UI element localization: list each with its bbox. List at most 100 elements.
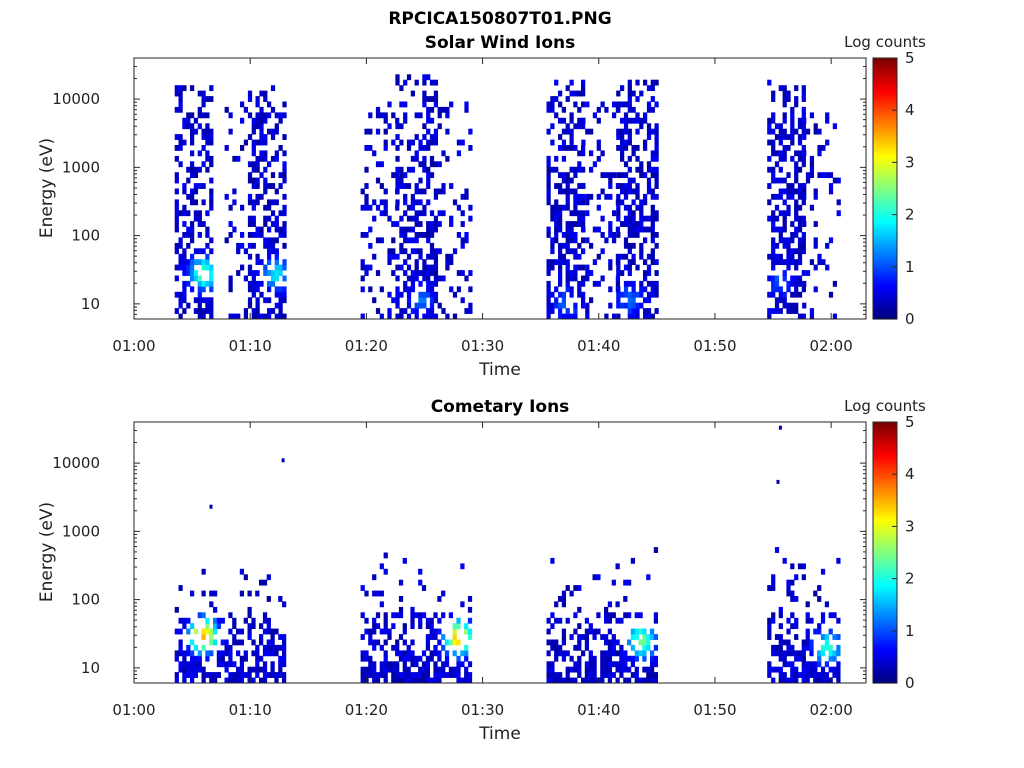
colorbar-swatch — [873, 591, 897, 595]
heatmap-cell — [631, 253, 636, 260]
colorbar-swatch — [873, 155, 897, 159]
heatmap-cell — [588, 650, 593, 657]
heatmap-cell — [824, 644, 830, 651]
heatmap-cell — [274, 644, 279, 651]
heatmap-cell — [802, 150, 807, 157]
heatmap-cell — [205, 210, 210, 217]
colorbar-title: Log counts — [844, 397, 926, 415]
heatmap-cell — [577, 666, 582, 673]
heatmap-cell — [247, 264, 253, 271]
heatmap-cell — [654, 134, 659, 140]
heatmap-cell — [620, 117, 625, 124]
heatmap-cell — [251, 666, 256, 673]
heatmap-cell — [642, 644, 647, 651]
heatmap-cell — [372, 617, 377, 624]
heatmap-cell — [251, 623, 256, 630]
heatmap-cell — [654, 215, 659, 222]
heatmap-cell — [790, 563, 795, 570]
colorbar-swatch — [873, 218, 897, 222]
colorbar-swatch — [873, 81, 897, 85]
heatmap-cell — [561, 128, 567, 135]
y-tick-label: 1000 — [62, 522, 100, 540]
heatmap-cell — [790, 666, 795, 673]
heatmap-cell — [627, 221, 632, 227]
heatmap-cell — [786, 253, 791, 260]
heatmap-cell — [433, 139, 439, 146]
heatmap-cell — [426, 286, 431, 293]
heatmap-cell — [565, 650, 570, 657]
heatmap-cell — [449, 259, 454, 266]
heatmap-cell — [627, 90, 632, 97]
heatmap-cell — [452, 672, 457, 678]
heatmap-cell — [550, 166, 555, 173]
heatmap-cell — [360, 313, 365, 320]
heatmap-cell — [224, 666, 229, 673]
heatmap-cell — [554, 639, 559, 646]
heatmap-cell — [456, 677, 461, 684]
heatmap-cell — [193, 183, 199, 189]
colorbar-swatch — [873, 489, 897, 493]
heatmap-cell — [774, 253, 780, 260]
heatmap-cell — [387, 291, 392, 298]
heatmap-cell — [263, 112, 268, 119]
heatmap-cell — [190, 193, 195, 200]
heatmap-cell — [573, 661, 578, 668]
heatmap-cell — [569, 248, 574, 255]
heatmap-cell — [778, 226, 783, 233]
heatmap-cell — [232, 617, 237, 624]
heatmap-cell — [251, 166, 256, 173]
colorbar-swatch — [873, 526, 897, 530]
heatmap-cell — [616, 286, 621, 293]
heatmap-cell — [797, 134, 803, 140]
heatmap-cell — [565, 585, 570, 591]
heatmap-cell — [282, 259, 287, 266]
heatmap-cell — [558, 145, 563, 151]
heatmap-cell — [274, 313, 279, 320]
heatmap-cell — [270, 242, 276, 249]
heatmap-cell — [243, 574, 248, 581]
heatmap-cell — [262, 628, 268, 635]
heatmap-cell — [247, 134, 253, 140]
heatmap-cell — [778, 188, 783, 195]
heatmap-cell — [627, 666, 632, 673]
heatmap-cell — [558, 242, 563, 249]
heatmap-cell — [247, 232, 253, 238]
colorbar-swatch — [873, 458, 897, 462]
heatmap-cell — [216, 650, 222, 657]
heatmap-cell — [197, 221, 202, 227]
heatmap-cell — [569, 166, 574, 173]
heatmap-cell — [585, 302, 590, 309]
heatmap-cell — [375, 204, 381, 211]
heatmap-cell — [600, 672, 605, 678]
heatmap-cell — [395, 291, 400, 298]
heatmap-cell — [186, 232, 191, 238]
heatmap-cell — [178, 237, 183, 244]
heatmap-cell — [794, 280, 799, 287]
heatmap-point — [281, 458, 285, 463]
heatmap-cell — [809, 166, 815, 173]
heatmap-cell — [650, 79, 655, 86]
heatmap-cell — [805, 617, 810, 624]
heatmap-cell — [456, 666, 461, 673]
colorbar-swatch — [873, 101, 897, 105]
heatmap-cell — [433, 253, 439, 260]
heatmap-cell — [569, 79, 574, 86]
heatmap-cell — [643, 308, 648, 314]
heatmap-cell — [398, 612, 404, 619]
heatmap-cell — [449, 221, 454, 227]
heatmap-cell — [399, 85, 404, 92]
colorbar-swatch — [873, 238, 897, 242]
heatmap-cell — [654, 123, 659, 130]
heatmap-cell — [809, 259, 815, 266]
heatmap-cell — [379, 628, 384, 635]
heatmap-cell — [782, 145, 787, 151]
heatmap-cell — [558, 280, 563, 287]
heatmap-cell — [802, 188, 807, 195]
heatmap-cell — [456, 623, 461, 630]
heatmap-cell — [623, 172, 629, 179]
heatmap-cell — [805, 672, 810, 678]
heatmap-cell — [178, 134, 183, 140]
heatmap-cell — [186, 117, 191, 124]
colorbar-swatch — [873, 245, 897, 248]
heatmap-cell — [174, 677, 179, 684]
